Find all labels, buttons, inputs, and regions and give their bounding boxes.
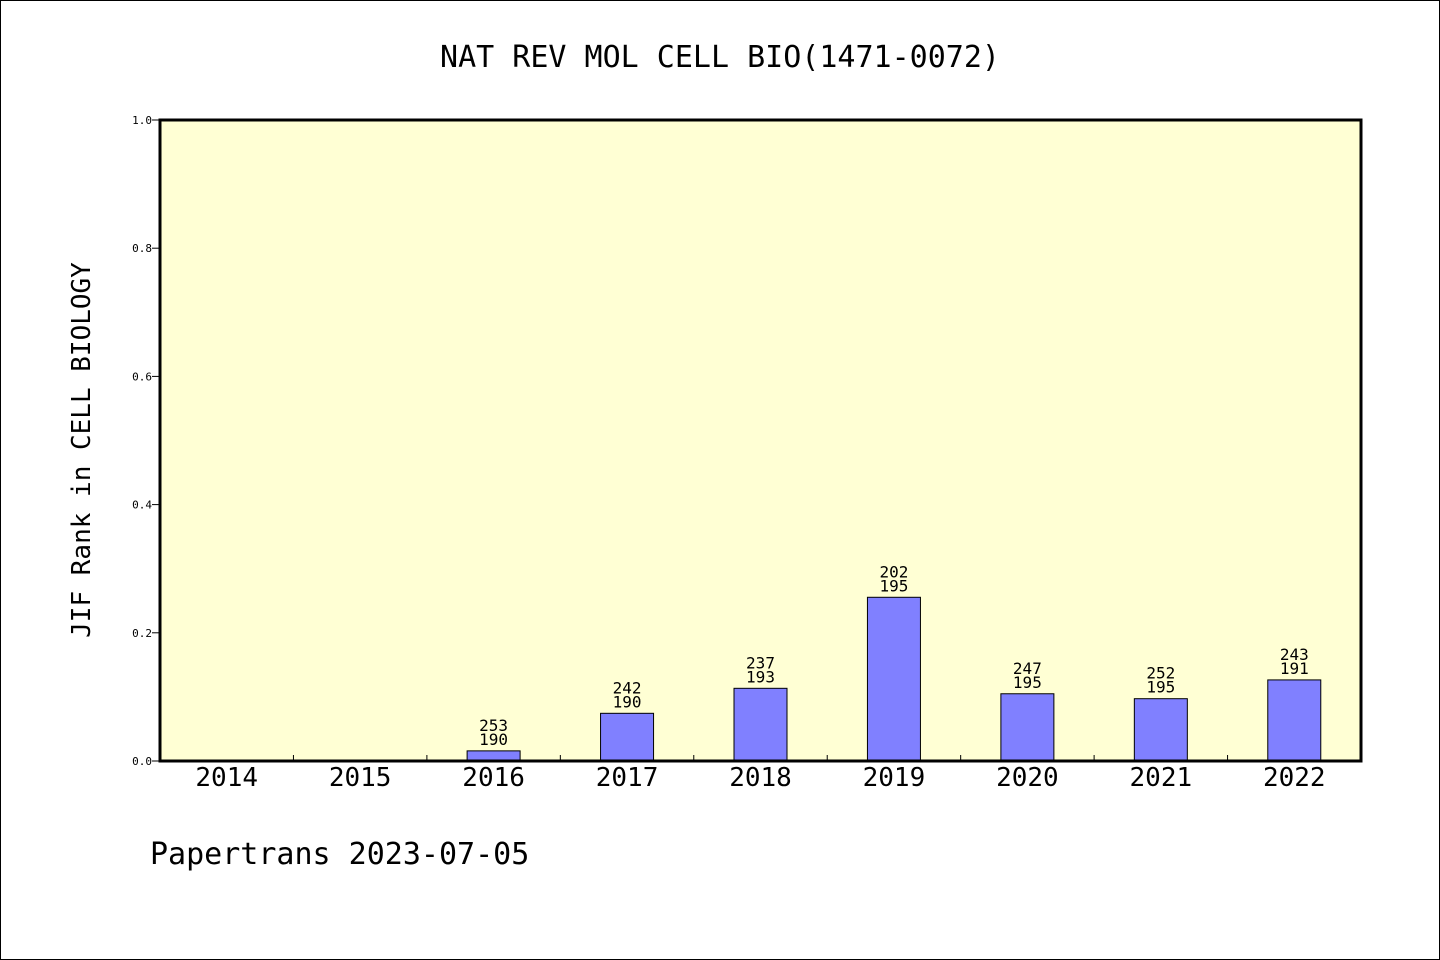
plot-border xyxy=(158,118,1363,763)
bar-label-top-2016: 253 xyxy=(479,716,508,735)
bar-2022 xyxy=(1267,679,1322,762)
x-axis: 2014 2015 2016 2017 2018 2019 2020 2021 2022 xyxy=(195,755,1326,793)
footer-text: Papertrans 2023-07-05 xyxy=(150,837,529,872)
bar-2020 xyxy=(1000,693,1055,762)
bar-label-top-2017: 242 xyxy=(613,678,642,697)
bar-label-top-2019: 202 xyxy=(879,562,908,581)
y-tick-label: 0.4 xyxy=(132,499,152,512)
bar-label-bottom-2018: 193 xyxy=(746,667,775,686)
bar-label-top-2022: 243 xyxy=(1280,645,1309,664)
chart-title: NAT REV MOL CELL BIO(1471-0072) xyxy=(440,40,1000,75)
x-tick-label-2015: 2015 xyxy=(329,763,392,793)
x-tick-label-2021: 2021 xyxy=(1130,763,1193,793)
y-tick-label: 0.0 xyxy=(132,755,152,768)
y-tick-label: 0.2 xyxy=(132,627,152,640)
x-tick-label-2022: 2022 xyxy=(1263,763,1326,793)
bar-label-bottom-2019: 195 xyxy=(879,576,908,595)
bar-label-top-2020: 247 xyxy=(1013,659,1042,678)
bar-label-bottom-2022: 191 xyxy=(1280,659,1309,678)
y-axis-label: JIF Rank in CELL BIOLOGY xyxy=(67,262,97,638)
y-tick-label: 0.8 xyxy=(132,242,152,255)
y-axis: 0.0 0.2 0.4 0.6 0.8 1.0 xyxy=(132,114,160,768)
bar-2021 xyxy=(1133,698,1188,762)
y-tick-label: 1.0 xyxy=(132,114,152,127)
x-tick-label-2018: 2018 xyxy=(729,763,792,793)
x-tick-label-2019: 2019 xyxy=(863,763,926,793)
x-tick-label-2016: 2016 xyxy=(462,763,525,793)
bar-label-top-2018: 237 xyxy=(746,653,775,672)
bar-2016 xyxy=(466,750,521,762)
plot-area xyxy=(160,120,1361,761)
x-tick-label-2020: 2020 xyxy=(996,763,1059,793)
y-tick-label: 0.6 xyxy=(132,370,152,383)
bar-2019 xyxy=(866,596,921,762)
bar-label-bottom-2020: 195 xyxy=(1013,673,1042,692)
x-tick-label-2014: 2014 xyxy=(195,763,258,793)
bar-label-bottom-2021: 195 xyxy=(1146,678,1175,697)
bar-2017 xyxy=(600,712,655,762)
bar-label-top-2021: 252 xyxy=(1146,664,1175,683)
bar-label-bottom-2016: 190 xyxy=(479,730,508,749)
x-tick-label-2017: 2017 xyxy=(596,763,659,793)
bar-2018 xyxy=(733,687,788,762)
bar-label-bottom-2017: 190 xyxy=(613,692,642,711)
